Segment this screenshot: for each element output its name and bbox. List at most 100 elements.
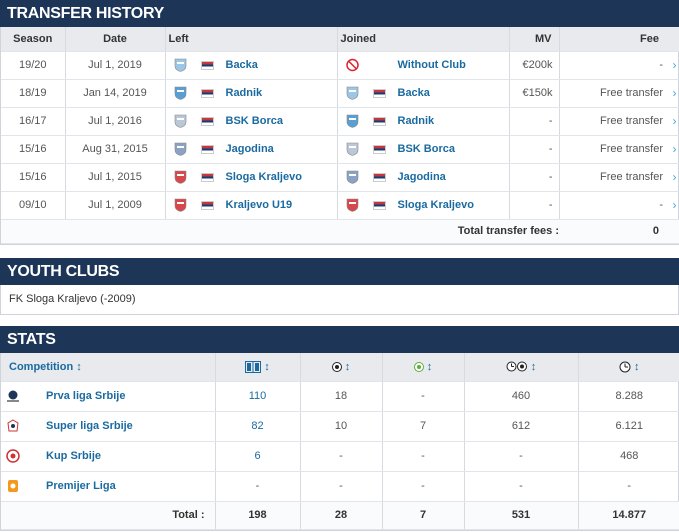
joined-club-link[interactable]: Backa <box>397 87 430 99</box>
fee-cell: Free transfer <box>558 135 669 164</box>
left-header: Left <box>164 27 337 52</box>
date-cell: Jan 14, 2019 <box>64 79 165 108</box>
competition-cell: Premijer Liga <box>1 471 215 502</box>
transfer-row: 09/10 Jul 1, 2009 Kraljevo U19 Sloga Kralje… <box>1 191 679 220</box>
serbia-flag-icon <box>372 172 386 182</box>
left-club-link[interactable]: Jagodina <box>225 143 274 155</box>
club-crest-icon <box>346 142 358 156</box>
fee-cell: Free transfer <box>558 79 669 108</box>
row-details-chevron[interactable]: › <box>669 51 679 80</box>
assists-sort[interactable]: ↕ <box>381 353 464 382</box>
goals-sort[interactable]: ↕ <box>299 353 382 382</box>
chevron-right-icon[interactable]: › <box>672 86 677 100</box>
ball-icon <box>331 361 342 372</box>
joined-club-link[interactable]: Sloga Kraljevo <box>397 199 474 211</box>
minutes-cell: 8.288 <box>577 381 679 412</box>
competition-logo-icon <box>7 390 19 402</box>
minutes-cell: 6.121 <box>577 411 679 442</box>
joined-club-cell: Jagodina <box>336 163 509 192</box>
club-crest-icon <box>346 86 358 100</box>
joined-club-cell: Backa <box>336 79 509 108</box>
fee-cell: - <box>558 51 669 80</box>
stats-table: Competition ↕ ↕ ↕ ↕ ↕ ↕ <box>1 353 679 530</box>
competition-link[interactable]: Premijer Liga <box>46 480 116 492</box>
sort-arrow-icon[interactable]: ↕ <box>530 360 537 373</box>
left-club-link[interactable]: Kraljevo U19 <box>225 199 293 211</box>
minutes-per-goal-cell: - <box>463 471 578 502</box>
market-value-cell: €200k <box>508 51 559 80</box>
sort-arrow-icon[interactable]: ↕ <box>426 360 433 373</box>
row-details-chevron[interactable]: › <box>669 107 679 136</box>
goals-cell: - <box>299 441 382 472</box>
joined-club-cell: BSK Borca <box>336 135 509 164</box>
date-cell: Aug 31, 2015 <box>64 135 165 164</box>
serbia-flag-icon <box>200 200 214 210</box>
competition-logo-icon <box>7 419 19 432</box>
minutes-per-goal-cell: - <box>463 441 578 472</box>
joined-club-link[interactable]: Radnik <box>397 115 435 127</box>
appearances-sort[interactable]: ↕ <box>214 353 300 382</box>
date-cell: Jul 1, 2015 <box>64 163 165 192</box>
transfer-row: 15/16 Jul 1, 2015 Sloga Kraljevo Jagodina - F… <box>1 163 679 192</box>
competition-link[interactable]: Super liga Srbije <box>46 420 133 432</box>
left-club-link[interactable]: BSK Borca <box>225 115 283 127</box>
season-cell: 09/10 <box>1 191 65 220</box>
joined-club-link[interactable]: BSK Borca <box>397 143 455 155</box>
chevron-right-icon[interactable]: › <box>672 114 677 128</box>
apps-cell[interactable]: 110 <box>214 381 300 412</box>
row-details-chevron[interactable]: › <box>669 191 679 220</box>
left-club-link[interactable]: Radnik <box>225 87 263 99</box>
left-club-link[interactable]: Backa <box>225 59 258 71</box>
competition-link[interactable]: Kup Srbije <box>46 450 102 462</box>
row-details-chevron[interactable]: › <box>669 135 679 164</box>
competition-logo-icon <box>8 480 18 492</box>
chevron-right-icon[interactable]: › <box>672 170 677 184</box>
apps-cell[interactable]: 6 <box>214 441 300 472</box>
joined-club-link[interactable]: Without Club <box>397 59 466 71</box>
market-value-cell: - <box>508 107 559 136</box>
market-value-cell: - <box>508 163 559 192</box>
sort-arrow-icon[interactable]: ↕ <box>264 360 270 373</box>
club-crest-icon <box>174 170 186 184</box>
left-club-link[interactable]: Sloga Kraljevo <box>225 171 302 183</box>
transfer-header-row: Season Date Left Joined MV Fee <box>1 27 679 52</box>
sort-arrow-icon[interactable]: ↕ <box>76 360 82 373</box>
total-transfer-fees-label: Total transfer fees : <box>1 219 559 244</box>
competition-header[interactable]: Competition <box>9 360 74 373</box>
assists-cell: - <box>381 471 464 502</box>
transfer-row: 15/16 Aug 31, 2015 Jagodina BSK Borca - Free … <box>1 135 679 164</box>
club-crest-icon <box>346 170 358 184</box>
chevron-right-icon[interactable]: › <box>672 198 677 212</box>
minutes-sort[interactable]: ↕ <box>577 353 679 382</box>
fee-cell: - <box>558 191 669 220</box>
club-crest-icon <box>346 198 358 212</box>
competition-sort[interactable]: Competition ↕ <box>1 353 215 382</box>
fee-cell: Free transfer <box>558 163 669 192</box>
competition-link[interactable]: Prva liga Srbije <box>46 390 126 402</box>
chevron-right-icon[interactable]: › <box>672 142 677 156</box>
row-details-chevron[interactable]: › <box>669 79 679 108</box>
serbia-flag-icon <box>200 88 214 98</box>
stats-row: Super liga Srbije 82 10 7 612 6.121 <box>1 411 679 442</box>
minutes-per-goal-sort[interactable]: ↕ <box>463 353 578 382</box>
row-details-chevron[interactable]: › <box>669 163 679 192</box>
competition-cell: Super liga Srbije <box>1 411 215 442</box>
sort-arrow-icon[interactable]: ↕ <box>634 360 640 373</box>
apps-cell[interactable]: 82 <box>214 411 300 442</box>
left-club-cell: Sloga Kraljevo <box>164 163 337 192</box>
youth-clubs-text: FK Sloga Kraljevo (-2009) <box>0 285 679 315</box>
mv-header: MV <box>508 27 559 52</box>
joined-club-cell: Without Club <box>336 51 509 80</box>
competition-logo-icon <box>6 449 20 463</box>
total-assists: 7 <box>381 501 464 530</box>
sort-arrow-icon[interactable]: ↕ <box>344 360 351 373</box>
total-minutes: 14.877 <box>577 501 679 530</box>
joined-club-link[interactable]: Jagodina <box>397 171 446 183</box>
transfer-row: 16/17 Jul 1, 2016 BSK Borca Radnik - Free tra… <box>1 107 679 136</box>
date-cell: Jul 1, 2016 <box>64 107 165 136</box>
chevron-right-icon[interactable]: › <box>672 58 677 72</box>
serbia-flag-icon <box>200 116 214 126</box>
serbia-flag-icon <box>200 144 214 154</box>
stats-row: Kup Srbije 6- - -468 <box>1 441 679 472</box>
season-cell: 15/16 <box>1 163 65 192</box>
